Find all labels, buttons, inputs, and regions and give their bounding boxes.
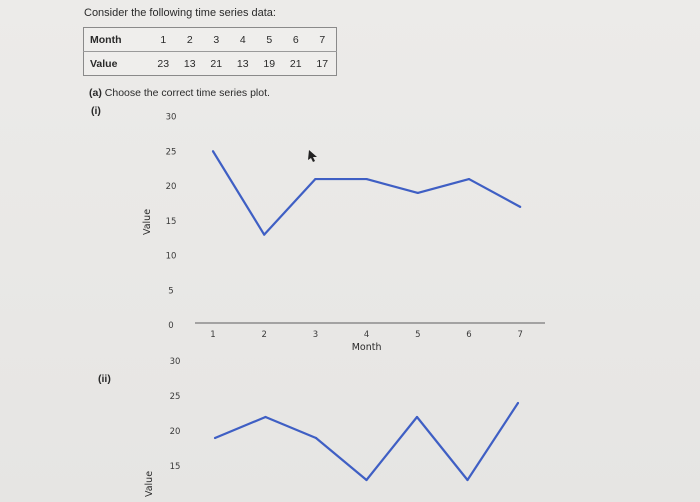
data-point xyxy=(516,401,520,405)
value-cell: 13 xyxy=(236,57,249,70)
y-tick-label: 10 xyxy=(166,252,177,262)
x-tick-label: 1 xyxy=(210,330,215,340)
y-tick-label: 15 xyxy=(166,217,177,227)
month-cell: 6 xyxy=(282,27,309,52)
question-text: Choose the correct time series plot. xyxy=(104,87,270,99)
month-cell: 3 xyxy=(203,27,230,52)
data-point xyxy=(365,478,368,482)
value-cell: 13 xyxy=(183,57,196,70)
table-row-value: Value 23 13 21 13 19 21 17 xyxy=(84,52,337,76)
time-series-table: Month 1 2 3 4 5 6 7 Value 23 13 21 13 19… xyxy=(83,27,337,76)
data-point xyxy=(314,436,318,440)
value-cell: 19 xyxy=(263,57,276,70)
value-cell: 21 xyxy=(210,57,223,70)
y-axis-title: Value xyxy=(142,209,153,235)
month-cell: 5 xyxy=(256,27,283,52)
x-tick-label: 2 xyxy=(261,330,266,340)
month-cell: 7 xyxy=(309,27,336,52)
y-tick-label: 20 xyxy=(170,427,181,437)
series-line xyxy=(212,150,521,236)
x-tick-label: 3 xyxy=(313,330,318,340)
y-tick-label: 0 xyxy=(168,321,173,331)
x-tick-label: 5 xyxy=(415,330,420,340)
y-axis-title: Value xyxy=(144,471,155,497)
option-label-i[interactable]: (i) xyxy=(91,105,101,117)
y-tick-label: 25 xyxy=(166,147,177,157)
value-cell: 23 xyxy=(157,57,170,70)
row-label-value: Value xyxy=(90,57,118,70)
x-tick-label: 7 xyxy=(517,330,522,340)
x-axis-title: Month xyxy=(352,342,382,353)
row-label-month: Month xyxy=(83,27,150,52)
month-cell: 4 xyxy=(229,27,256,52)
data-point xyxy=(416,191,419,195)
question-part: (a) xyxy=(89,87,102,99)
data-point xyxy=(211,150,215,153)
x-tick-label: 6 xyxy=(466,330,471,340)
y-tick-label: 25 xyxy=(170,392,181,402)
data-point xyxy=(365,177,368,181)
data-point xyxy=(264,415,267,419)
cursor-icon xyxy=(308,150,317,162)
data-point xyxy=(519,205,522,208)
data-point xyxy=(467,177,471,181)
value-cell: 17 xyxy=(316,57,329,70)
data-point xyxy=(263,233,266,236)
option-label-ii[interactable]: (ii) xyxy=(98,373,111,385)
prompt-text: Consider the following time series data: xyxy=(84,7,276,19)
table-row-month: Month 1 2 3 4 5 6 7 xyxy=(83,27,336,52)
data-point xyxy=(415,415,419,419)
y-tick-label: 20 xyxy=(166,182,177,192)
series-line xyxy=(214,402,519,482)
data-point xyxy=(213,436,217,440)
y-tick-label: 30 xyxy=(170,357,181,367)
y-tick-label: 15 xyxy=(170,462,181,472)
month-cell: 2 xyxy=(176,27,203,52)
question-line: (a) Choose the correct time series plot. xyxy=(89,87,270,99)
y-tick-label: 5 xyxy=(168,286,173,296)
x-tick-label: 4 xyxy=(364,330,369,340)
y-tick-label: 30 xyxy=(166,113,177,123)
month-cell: 1 xyxy=(150,27,177,52)
data-point xyxy=(314,177,317,181)
data-point xyxy=(466,478,469,482)
value-cell: 21 xyxy=(289,57,302,70)
